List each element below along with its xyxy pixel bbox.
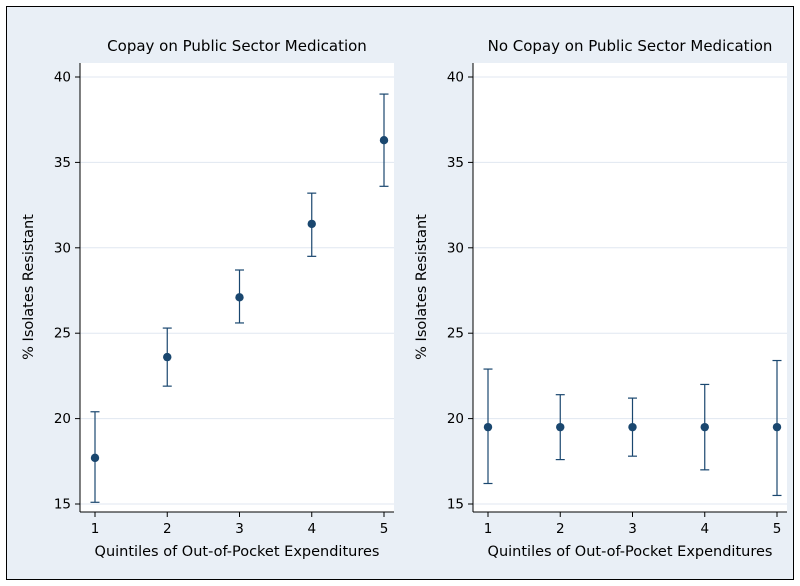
- panel-no-copay: 15 20 25 30 35 40 1 2 3 4 5 No Copay on Public Sec…: [414, 37, 787, 560]
- x-tick-label: 3: [235, 521, 244, 537]
- y-tick-label: 35: [447, 155, 464, 171]
- data-point: [483, 422, 493, 432]
- data-point: [556, 422, 565, 432]
- x-tick-label: 5: [773, 521, 782, 537]
- y-tick-label: 40: [447, 70, 464, 86]
- panel-copay-y-axis-label: % Isolates Resistant: [21, 214, 37, 360]
- y-tick-label: 20: [447, 411, 464, 427]
- panel-no-copay-plot-layer: 15 20 25 30 35 40 1 2 3 4 5: [447, 63, 787, 537]
- y-tick-label: 30: [54, 240, 71, 256]
- x-tick-label: 4: [700, 521, 709, 537]
- data-point: [307, 219, 316, 229]
- y-tick-label: 25: [54, 326, 71, 342]
- x-tick-label: 4: [307, 521, 316, 537]
- y-tick-label: 40: [54, 70, 71, 86]
- data-point: [90, 453, 100, 463]
- y-tick-label: 15: [447, 497, 464, 513]
- data-point: [379, 135, 389, 145]
- x-tick-label: 2: [556, 521, 565, 537]
- x-tick-label: 5: [380, 521, 389, 537]
- panel-no-copay-title: No Copay on Public Sector Medication: [488, 37, 773, 55]
- plot-area: [80, 63, 394, 512]
- x-tick-label: 3: [628, 521, 637, 537]
- data-point: [772, 422, 782, 432]
- panel-copay-title: Copay on Public Sector Medication: [107, 37, 367, 55]
- panel-copay: 15 20 25 30 35 40 1 2 3 4 5 Copay on Public Sector…: [21, 37, 394, 560]
- y-tick-label: 30: [447, 240, 464, 256]
- panel-copay-plot-layer: 15 20 25 30 35 40 1 2 3 4 5: [54, 63, 394, 537]
- panel-copay-x-axis-label: Quintiles of Out-of-Pocket Expenditures: [95, 544, 380, 560]
- y-tick-label: 15: [54, 497, 71, 513]
- y-tick-label: 20: [54, 411, 71, 427]
- figure: 15 20 25 30 35 40 1 2 3 4 5 Copay on Public Sector…: [6, 6, 794, 580]
- y-tick-label: 25: [447, 326, 464, 342]
- x-tick-label: 1: [91, 521, 100, 537]
- plot-area: [473, 63, 787, 512]
- panel-no-copay-y-axis-label: % Isolates Resistant: [414, 214, 430, 360]
- data-point: [235, 293, 244, 302]
- x-tick-label: 1: [484, 521, 493, 537]
- data-point: [163, 352, 172, 362]
- data-point: [700, 422, 709, 432]
- panel-no-copay-x-axis-label: Quintiles of Out-of-Pocket Expenditures: [488, 544, 773, 560]
- data-point: [628, 422, 637, 432]
- x-tick-label: 2: [163, 521, 172, 537]
- y-tick-label: 35: [54, 155, 71, 171]
